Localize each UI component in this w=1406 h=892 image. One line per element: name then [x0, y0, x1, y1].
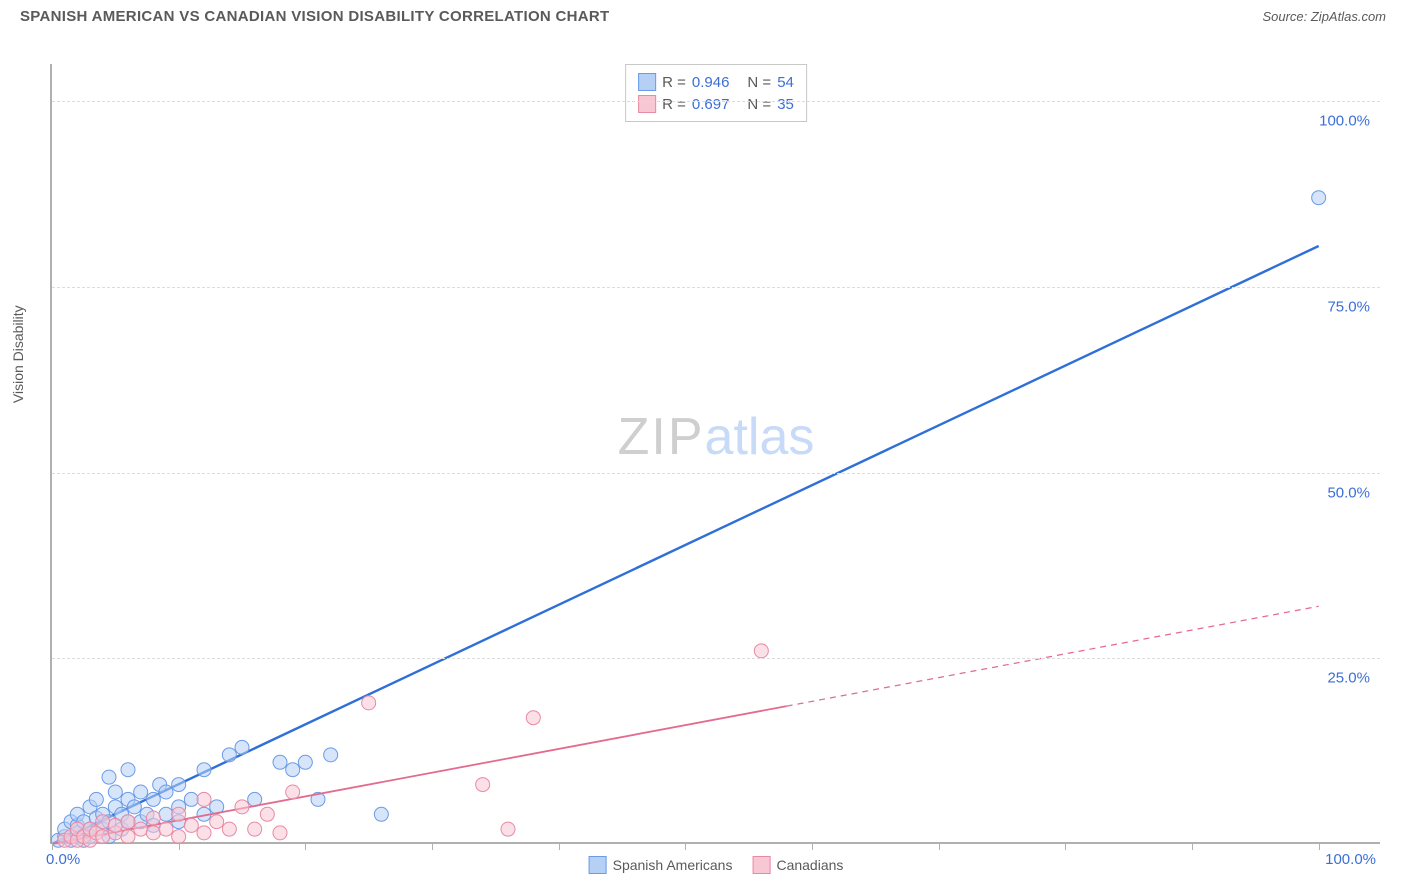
legend-n-label: N = [747, 96, 771, 113]
data-point-spanish_americans [172, 778, 186, 792]
x-tick [812, 842, 813, 850]
data-point-spanish_americans [134, 785, 148, 799]
source-attribution: Source: ZipAtlas.com [1262, 9, 1386, 24]
legend-r-value: 0.697 [692, 96, 730, 113]
trend-line-dashed-canadians [787, 606, 1319, 706]
data-point-canadians [210, 815, 224, 829]
gridline-h [52, 101, 1380, 102]
legend-r-label: R = [662, 96, 686, 113]
data-point-canadians [754, 644, 768, 658]
data-point-spanish_americans [1312, 191, 1326, 205]
gridline-h [52, 658, 1380, 659]
data-point-spanish_americans [273, 755, 287, 769]
data-point-spanish_americans [235, 740, 249, 754]
data-point-canadians [222, 822, 236, 836]
data-point-canadians [121, 830, 135, 844]
x-tick [939, 842, 940, 850]
gridline-h [52, 473, 1380, 474]
x-tick [1065, 842, 1066, 850]
data-point-canadians [197, 792, 211, 806]
x-tick [1319, 842, 1320, 850]
data-point-spanish_americans [298, 755, 312, 769]
legend-series-label: Canadians [776, 857, 843, 873]
data-point-spanish_americans [324, 748, 338, 762]
data-point-canadians [501, 822, 515, 836]
data-point-spanish_americans [108, 785, 122, 799]
data-point-canadians [159, 822, 173, 836]
data-point-spanish_americans [159, 807, 173, 821]
y-tick-label: 75.0% [1327, 298, 1370, 315]
data-point-spanish_americans [102, 770, 116, 784]
y-tick-label: 25.0% [1327, 670, 1370, 687]
data-point-spanish_americans [146, 792, 160, 806]
data-point-canadians [273, 826, 287, 840]
x-tick [1192, 842, 1193, 850]
legend-n-label: N = [747, 74, 771, 91]
data-point-canadians [172, 807, 186, 821]
data-point-canadians [134, 822, 148, 836]
data-point-spanish_americans [127, 800, 141, 814]
x-tick [685, 842, 686, 850]
chart-container: Vision Disability ZIPatlas R = 0.946N = … [0, 29, 1406, 859]
legend-n-value: 35 [777, 96, 794, 113]
data-point-spanish_americans [121, 763, 135, 777]
data-point-canadians [248, 822, 262, 836]
legend-r-label: R = [662, 74, 686, 91]
plot-area: ZIPatlas R = 0.946N = 54R = 0.697N = 35 … [50, 64, 1380, 844]
x-tick [432, 842, 433, 850]
y-tick-label: 50.0% [1327, 484, 1370, 501]
x-tick [559, 842, 560, 850]
data-point-canadians [476, 778, 490, 792]
legend-swatch-icon [638, 73, 656, 91]
legend-swatch-icon [589, 856, 607, 874]
data-point-canadians [526, 711, 540, 725]
x-tick [305, 842, 306, 850]
x-tick [179, 842, 180, 850]
data-point-canadians [146, 811, 160, 825]
legend-series: Spanish Americans Canadians [589, 856, 844, 874]
legend-series-item: Canadians [752, 856, 843, 874]
data-point-canadians [121, 815, 135, 829]
y-tick-label: 100.0% [1319, 113, 1370, 130]
legend-n-value: 54 [777, 74, 794, 91]
chart-title: SPANISH AMERICAN VS CANADIAN VISION DISA… [20, 8, 610, 25]
data-point-spanish_americans [159, 785, 173, 799]
legend-correlation-box: R = 0.946 N = 54 R = 0.697 N = 35 [625, 64, 807, 122]
legend-series-item: Spanish Americans [589, 856, 733, 874]
data-point-spanish_americans [197, 763, 211, 777]
gridline-h [52, 287, 1380, 288]
data-point-canadians [146, 826, 160, 840]
data-point-canadians [108, 818, 122, 832]
legend-corr-row-spanish_americans: R = 0.946 N = 54 [638, 71, 794, 93]
data-point-canadians [260, 807, 274, 821]
data-point-spanish_americans [89, 792, 103, 806]
plot-svg [52, 64, 1380, 842]
data-point-canadians [96, 815, 110, 829]
legend-swatch-icon [752, 856, 770, 874]
header-bar: SPANISH AMERICAN VS CANADIAN VISION DISA… [0, 0, 1406, 29]
origin-label: 0.0% [46, 851, 80, 868]
legend-corr-row-canadians: R = 0.697 N = 35 [638, 93, 794, 115]
data-point-canadians [362, 696, 376, 710]
data-point-spanish_americans [374, 807, 388, 821]
data-point-canadians [96, 830, 110, 844]
x-tick [52, 842, 53, 850]
legend-r-value: 0.946 [692, 74, 730, 91]
legend-series-label: Spanish Americans [613, 857, 733, 873]
data-point-canadians [286, 785, 300, 799]
data-point-canadians [235, 800, 249, 814]
data-point-canadians [184, 818, 198, 832]
y-axis-label: Vision Disability [10, 305, 26, 403]
data-point-spanish_americans [184, 792, 198, 806]
data-point-spanish_americans [286, 763, 300, 777]
x-max-label: 100.0% [1325, 851, 1376, 868]
data-point-canadians [197, 826, 211, 840]
legend-swatch-icon [638, 95, 656, 113]
data-point-spanish_americans [222, 748, 236, 762]
